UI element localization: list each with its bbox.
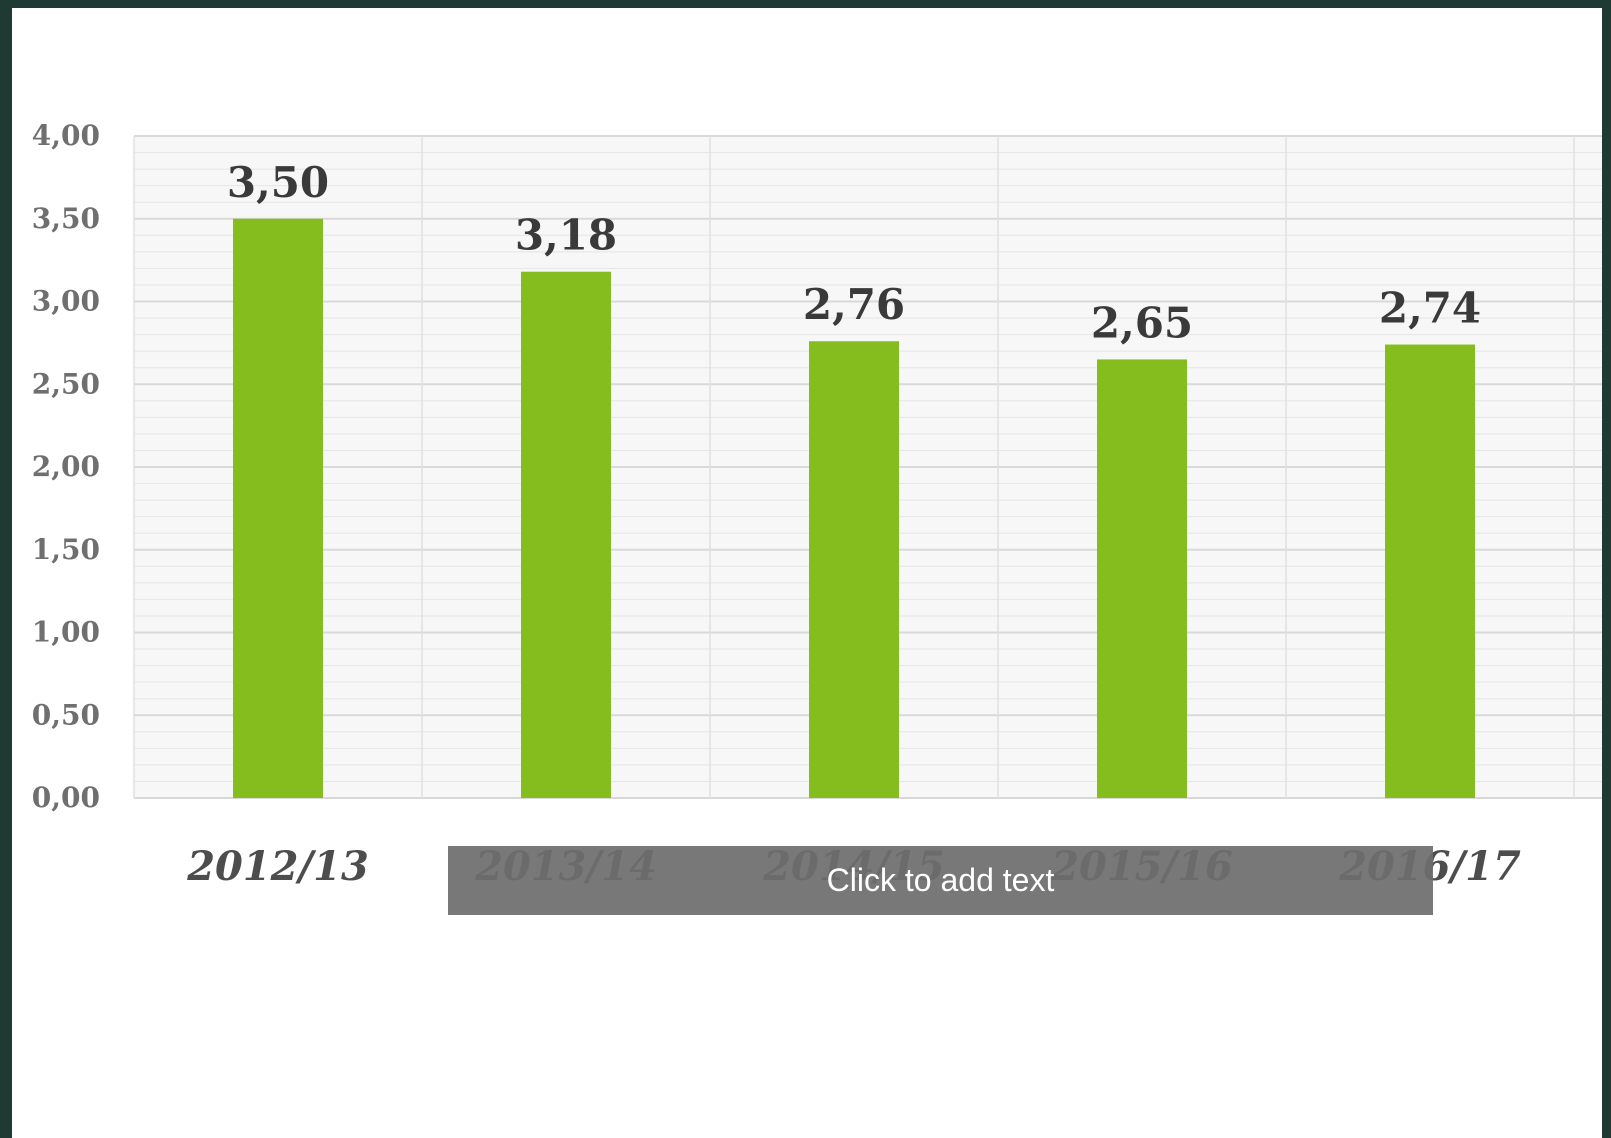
- data-labels: 3,50 3,18 2,76 2,65 2,74: [227, 158, 1481, 348]
- y-tick-label: 1,50: [32, 533, 100, 566]
- data-label: 3,50: [227, 158, 329, 207]
- bar: [233, 218, 323, 798]
- y-tick-label: 1,00: [32, 616, 100, 649]
- y-tick-label: 3,50: [32, 202, 100, 235]
- data-label: 2,74: [1379, 284, 1481, 333]
- y-tick-label: 0,50: [32, 698, 100, 731]
- bar: [1385, 344, 1475, 798]
- y-tick-label: 3,00: [32, 285, 100, 318]
- y-axis-tick-labels: 0,00 0,50 1,00 1,50 2,00 2,50 3,00 3,50 4,00: [32, 119, 100, 814]
- bar: [1097, 359, 1187, 798]
- y-tick-label: 2,00: [32, 450, 100, 483]
- bar-series: [233, 218, 1475, 799]
- bar: [521, 271, 611, 799]
- chart-frame: 0,00 0,50 1,00 1,50 2,00 2,50 3,00 3,50 4,00 3,5…: [12, 8, 1602, 1138]
- data-label: 3,18: [515, 211, 617, 260]
- add-text-placeholder-label: Click to add text: [826, 862, 1055, 898]
- data-label: 2,76: [803, 280, 905, 329]
- bar-chart: 0,00 0,50 1,00 1,50 2,00 2,50 3,00 3,50 4,00 3,5…: [32, 119, 1602, 890]
- y-tick-label: 2,50: [32, 367, 100, 400]
- add-text-placeholder[interactable]: Click to add text: [448, 846, 1433, 915]
- x-tick-label: 2012/13: [186, 843, 369, 890]
- y-tick-label: 0,00: [32, 781, 100, 814]
- y-tick-label: 4,00: [32, 119, 100, 152]
- data-label: 2,65: [1091, 298, 1193, 347]
- bar: [809, 341, 899, 798]
